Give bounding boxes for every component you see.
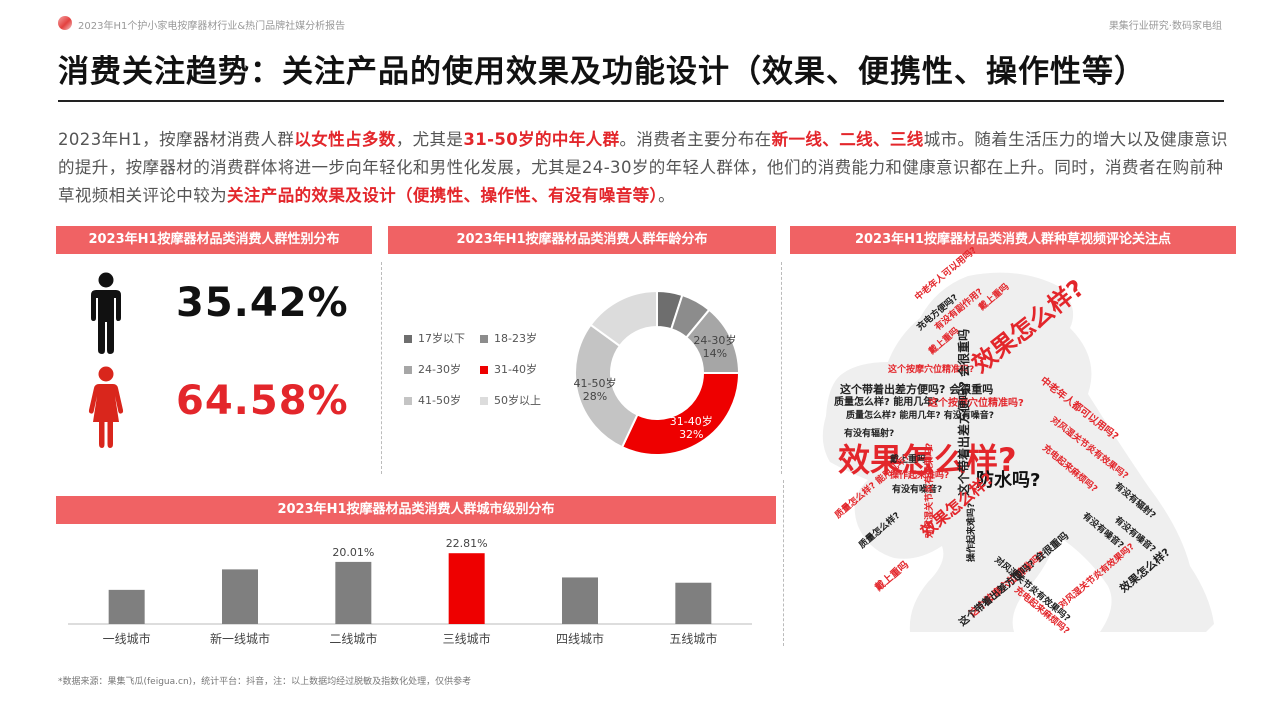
city-bar-chart: 一线城市 新一线城市 20.01% 二线城市 22.81% 三线城市 四线城市 五线城市	[68, 537, 752, 646]
word-cloud-term: 效果怎么样?	[838, 441, 1017, 479]
legend-swatch	[404, 366, 412, 374]
city-bar	[448, 553, 485, 624]
donut-slice-label: 28%	[583, 390, 607, 403]
gender-section-title: 2023年H1按摩器材品类消费人群性别分布	[56, 226, 372, 254]
donut-slice-label: 32%	[679, 428, 703, 441]
city-bar	[675, 582, 712, 624]
donut-slice	[589, 289, 658, 348]
report-title: 2023年H1个护小家电按摩器材行业&热门品牌社媒分析报告	[78, 21, 346, 32]
word-cloud-term: 这个按摩穴位精准吗?	[888, 365, 975, 375]
divider-age-comments	[781, 262, 782, 474]
legend-label: 17岁以下	[418, 332, 465, 345]
top-bar: 2023年H1个护小家电按摩器材行业&热门品牌社媒分析报告 果集行业研究·数码家…	[58, 14, 1222, 34]
word-cloud-term: 质量怎么样? 能用几年?	[834, 397, 940, 408]
legend-label: 41-50岁	[418, 394, 461, 407]
divider-gender-age	[381, 262, 382, 474]
city-tick-label: 三线城市	[443, 631, 491, 646]
word-cloud-term: 效果怎么样?	[966, 273, 1090, 379]
data-source-footnote: *数据来源：果集飞瓜(feigua.cn)，统计平台：抖音，注：以上数据均经过脱…	[58, 677, 472, 687]
female-percentage: 64.58%	[176, 378, 349, 424]
brand-logo-icon	[58, 16, 72, 30]
word-cloud-term: 质量怎么样? 能用几年? 有没有噪音?	[846, 411, 994, 421]
donut-slice	[574, 323, 639, 449]
word-cloud-term: 戴上重吗	[977, 282, 1012, 313]
legend-swatch	[404, 397, 412, 405]
donut-slice-label: 14%	[703, 347, 727, 360]
word-cloud-term: 对风湿关节炎有效果吗?	[1048, 415, 1130, 482]
city-tick-label: 新一线城市	[210, 631, 270, 646]
donut-slice-label: 24-30岁	[693, 333, 736, 347]
word-cloud-term: 有没有辐射?	[844, 429, 895, 439]
intro-text: 2023年H1，按摩器材消费人群	[58, 130, 295, 149]
comments-section-title: 2023年H1按摩器材品类消费人群种草视频评论关注点	[790, 226, 1236, 254]
word-cloud-term: 操作起来难吗?	[967, 502, 977, 562]
city-bar	[562, 577, 598, 624]
legend-label: 50岁以上	[494, 394, 541, 407]
intro-highlight: 以女性占多数	[294, 130, 396, 149]
word-cloud-term: 这个带着出差方便吗? 会很重吗	[840, 383, 994, 396]
brand-label: 果集行业研究·数码家电组	[1108, 21, 1222, 32]
legend-swatch	[480, 397, 488, 405]
legend-label: 18-23岁	[494, 332, 537, 345]
legend-swatch	[404, 335, 412, 343]
intro-text: 。	[658, 186, 676, 205]
word-cloud-term: 戴上重吗	[873, 559, 912, 594]
title-divider	[58, 100, 1224, 102]
legend-item: 41-50岁	[404, 392, 461, 408]
word-cloud-term: 防水吗?	[976, 470, 1041, 491]
male-percentage: 35.42%	[176, 280, 349, 326]
word-cloud-term: 中老年人都可以用吗?	[1037, 375, 1121, 443]
city-bar-value-label: 20.01%	[332, 546, 374, 559]
intro-text: 城市。随着生活压力的增大以及健康意识的提升，按摩器材的消费群体将进一步向年轻化和…	[58, 130, 1228, 205]
city-tick-label: 五线城市	[669, 631, 717, 646]
comment-word-cloud: 效果怎么样? 效果怎么样? 防水吗? 这个带着出差方便吗? 会很重吗 质量怎么样? 能用…	[818, 246, 1218, 637]
legend-swatch	[480, 335, 488, 343]
legend-label: 24-30岁	[418, 363, 461, 376]
city-tick-label: 一线城市	[103, 631, 151, 646]
donut-slice	[620, 372, 741, 456]
divider-city-comments	[783, 480, 784, 646]
word-cloud-term: 操作起来难吗?	[890, 471, 950, 481]
word-cloud-silhouette	[822, 272, 1214, 632]
word-cloud-term: 这个按摩穴位精准吗?	[928, 398, 1024, 409]
female-icon	[88, 366, 124, 448]
donut-slice-label: 41-50岁	[574, 376, 617, 390]
legend-item: 24-30岁	[404, 361, 461, 377]
intro-text: ，尤其是	[395, 130, 464, 149]
page-title: 消费关注趋势：关注产品的使用效果及功能设计（效果、便携性、操作性等）	[58, 54, 1146, 90]
word-cloud-term: 这个带着出差方便吗? 会很重吗	[957, 328, 971, 496]
word-cloud-term: 质量怎么样?	[857, 510, 903, 551]
age-section-title: 2023年H1按摩器材品类消费人群年龄分布	[388, 226, 776, 254]
male-icon	[91, 272, 121, 354]
intro-highlight: 新一线、二线、三线	[771, 130, 924, 149]
word-cloud-term: 有没有噪音?	[892, 485, 943, 495]
legend-item: 17岁以下	[404, 330, 465, 346]
legend-swatch	[480, 366, 488, 374]
city-section-title: 2023年H1按摩器材品类消费人群城市级别分布	[56, 496, 776, 524]
word-cloud-term: 戴上重吗	[890, 455, 927, 465]
city-tick-label: 二线城市	[329, 631, 377, 646]
intro-highlight: 31-50岁的中年人群	[463, 130, 620, 149]
city-bar	[335, 561, 372, 624]
legend-item: 31-40岁	[480, 361, 537, 377]
legend-label: 31-40岁	[494, 363, 537, 376]
city-tick-label: 四线城市	[556, 631, 604, 646]
legend-item: 50岁以上	[480, 392, 541, 408]
word-cloud-term: 对风湿关节炎有效果吗?	[1057, 542, 1137, 611]
donut-slice-label: 31-40岁	[670, 414, 713, 428]
legend-item: 18-23岁	[480, 330, 537, 346]
intro-text: 。消费者主要分布在	[619, 130, 772, 149]
intro-highlight: 关注产品的效果及设计（便携性、操作性、有没有噪音等）	[227, 186, 659, 205]
intro-paragraph: 2023年H1，按摩器材消费人群以女性占多数，尤其是31-50岁的中年人群。消费…	[58, 126, 1238, 210]
city-bar	[222, 569, 258, 624]
city-bar-value-label: 22.81%	[446, 537, 488, 550]
city-bar	[108, 589, 145, 624]
